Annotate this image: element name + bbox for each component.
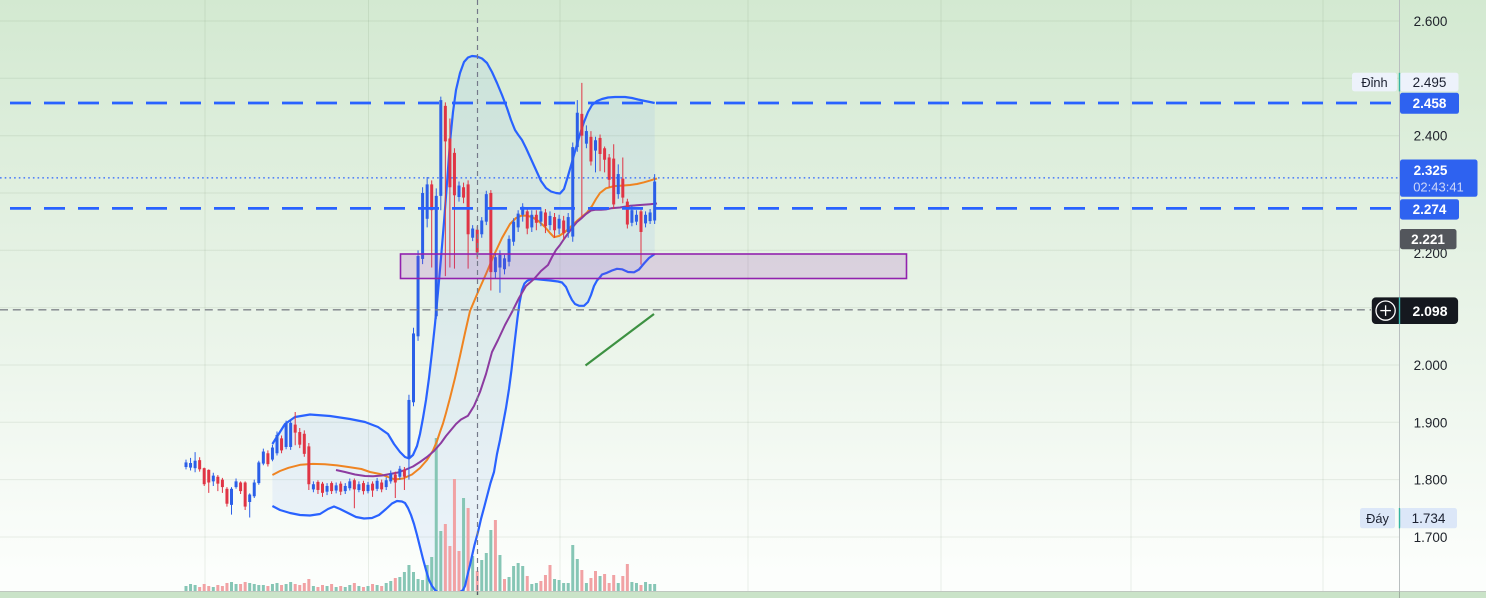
svg-text:2.274: 2.274 [1413,202,1447,217]
svg-text:2.000: 2.000 [1414,358,1448,373]
svg-text:1.800: 1.800 [1414,473,1448,488]
svg-text:2.325: 2.325 [1414,163,1448,178]
svg-text:Đỉnh: Đỉnh [1361,75,1387,90]
svg-text:2.600: 2.600 [1414,14,1448,29]
svg-text:02:43:41: 02:43:41 [1413,180,1464,195]
svg-text:2.458: 2.458 [1413,96,1447,111]
svg-text:2.200: 2.200 [1414,246,1448,261]
svg-text:1.734: 1.734 [1412,511,1446,526]
svg-text:2.495: 2.495 [1413,75,1447,90]
svg-text:Đáy: Đáy [1366,511,1389,526]
svg-text:2.221: 2.221 [1411,232,1445,247]
svg-text:2.400: 2.400 [1414,129,1448,144]
svg-text:1.900: 1.900 [1414,415,1448,430]
svg-text:2.098: 2.098 [1412,303,1447,319]
svg-text:1.700: 1.700 [1414,530,1448,545]
